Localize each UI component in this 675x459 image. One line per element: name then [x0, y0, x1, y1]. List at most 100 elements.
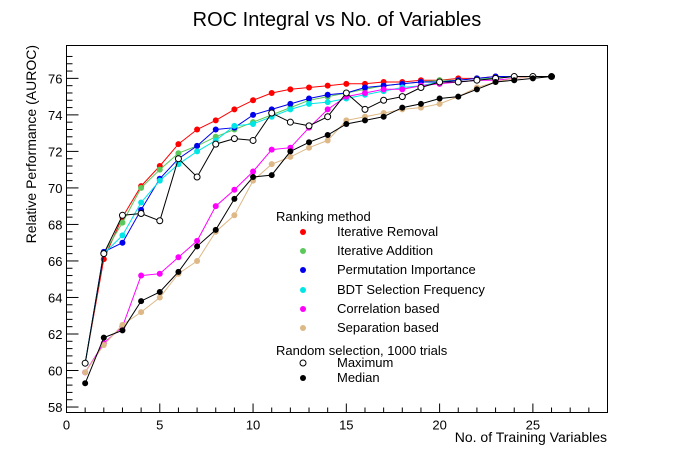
data-point: [156, 217, 164, 225]
y-tick-label: 76: [48, 71, 62, 86]
y-tick-label: 62: [48, 327, 62, 342]
legend-entry: Separation based: [337, 320, 439, 335]
data-point: [231, 186, 238, 193]
data-point: [417, 100, 424, 107]
data-point: [138, 298, 145, 305]
data-point: [175, 141, 182, 148]
y-tick-label: 58: [48, 400, 62, 415]
data-point: [473, 76, 481, 84]
data-point: [380, 96, 388, 104]
chart-title: ROC Integral vs No. of Variables: [193, 9, 482, 31]
x-tick-label: 5: [156, 418, 163, 433]
legend-marker: [300, 325, 306, 331]
legend-title: Ranking method: [276, 209, 371, 224]
data-point: [249, 136, 257, 144]
data-point: [231, 195, 238, 202]
data-point: [343, 80, 350, 87]
data-point: [212, 203, 219, 210]
data-point: [119, 321, 126, 328]
y-tick-label: 68: [48, 217, 62, 232]
legend-marker: [300, 306, 306, 312]
data-point: [156, 166, 163, 173]
data-point: [436, 78, 444, 86]
data-point: [194, 126, 201, 133]
x-tick-label: 15: [339, 418, 353, 433]
data-point: [268, 89, 275, 96]
data-point: [138, 309, 145, 316]
data-point: [250, 121, 257, 128]
data-point: [287, 100, 294, 107]
data-point: [417, 83, 425, 91]
data-point: [230, 135, 238, 143]
data-point: [361, 105, 369, 113]
legend-entry: Permutation Importance: [337, 262, 476, 277]
y-tick-label: 64: [48, 290, 62, 305]
series-layer: [81, 73, 556, 387]
data-point: [361, 84, 368, 91]
y-tick-label: 70: [48, 181, 62, 196]
series-line: [84, 76, 552, 384]
legend: Ranking method Random selection, 1000 tr…: [276, 209, 485, 385]
data-point: [138, 272, 145, 279]
legend-marker: [300, 229, 306, 235]
x-axis-label: No. of Training Variables: [455, 429, 607, 445]
data-point: [194, 142, 201, 149]
data-point: [324, 137, 331, 144]
data-point: [250, 111, 257, 118]
data-point: [119, 327, 126, 334]
data-point: [398, 93, 406, 101]
data-point: [511, 77, 518, 84]
data-point: [194, 237, 201, 244]
data-point: [324, 131, 331, 138]
data-point: [156, 288, 163, 295]
data-point: [287, 86, 294, 93]
y-tick-label: 72: [48, 144, 62, 159]
x-tick-label: 25: [526, 418, 540, 433]
data-point: [119, 232, 126, 239]
data-point: [231, 122, 238, 129]
data-point: [250, 97, 257, 104]
data-point: [268, 172, 275, 179]
y-tick-label: 66: [48, 254, 62, 269]
data-point: [81, 359, 89, 367]
data-point: [287, 106, 294, 113]
data-point: [306, 95, 313, 102]
data-point: [287, 153, 294, 160]
data-point: [100, 250, 108, 258]
y-tick-label: 74: [48, 108, 62, 123]
x-tick-label: 0: [63, 418, 70, 433]
data-point: [268, 146, 275, 153]
data-point: [455, 93, 462, 100]
data-point: [194, 243, 201, 250]
legend-marker: [299, 359, 307, 367]
legend-entry: Median: [337, 370, 380, 385]
data-point: [306, 84, 313, 91]
plot-frame: [66, 45, 608, 413]
data-point: [324, 113, 332, 121]
x-tick-label: 20: [432, 418, 446, 433]
data-point: [175, 268, 182, 275]
data-point: [342, 89, 350, 97]
axes: 0 5 10 15 20 25 58 60 62 64 66 68 70 72 74 76: [48, 55, 590, 433]
data-point: [156, 270, 163, 277]
data-point: [156, 294, 163, 301]
data-point: [454, 78, 462, 86]
data-point: [436, 95, 443, 102]
data-point: [529, 75, 536, 82]
data-point: [100, 334, 107, 341]
x-tick-label: 10: [246, 418, 260, 433]
series-line: [84, 76, 552, 373]
data-point: [138, 199, 145, 206]
data-point: [286, 118, 294, 126]
data-point: [194, 148, 201, 155]
data-point: [436, 100, 443, 107]
y-axis-label: Relative Performance (AUROC): [23, 45, 39, 243]
data-point: [194, 257, 201, 264]
data-point: [268, 109, 276, 117]
data-point: [399, 104, 406, 111]
data-point: [343, 121, 350, 128]
data-point: [212, 126, 219, 133]
data-point: [212, 226, 219, 233]
data-point: [156, 177, 163, 184]
